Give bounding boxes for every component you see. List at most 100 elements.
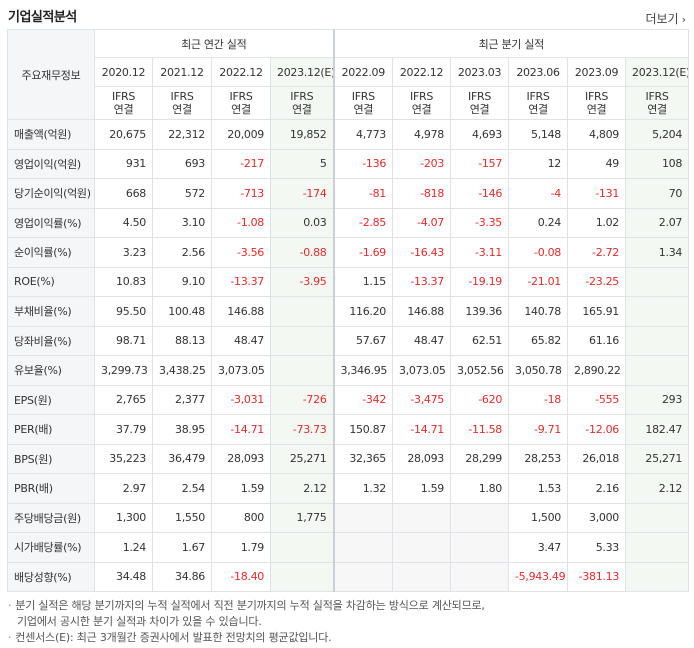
basis-header: IFRS 연결: [450, 86, 510, 120]
table-cell: -73.73: [269, 414, 335, 445]
table-cell: 668: [94, 178, 153, 209]
table-cell: 2,377: [152, 384, 212, 415]
quarter-header: 최근 분기 실적: [333, 29, 690, 58]
table-cell: 95.50: [94, 296, 153, 327]
table-cell: [625, 325, 690, 356]
table-cell: 2.54: [152, 473, 212, 504]
table-row: 시가배당률(%) 1.24 1.67 1.79 3.47 5.33: [7, 532, 690, 563]
table-cell: -157: [450, 148, 510, 179]
basis-standard: IFRS: [645, 90, 669, 103]
basis-consolidation: 연결: [469, 103, 490, 116]
basis-header: IFRS 연결: [625, 86, 690, 120]
table-cell: 19,852: [269, 119, 335, 150]
table-cell: 34.86: [152, 561, 212, 592]
table-cell: -0.88: [269, 237, 335, 268]
table-cell: 2.97: [94, 473, 153, 504]
table-cell: -1.69: [333, 237, 394, 268]
period-header: 2023.12(E): [625, 57, 690, 87]
basis-standard: IFRS: [410, 90, 434, 103]
period-header: 2023.06: [508, 57, 569, 87]
basis-consolidation: 연결: [411, 103, 432, 116]
period-group-header-row: 주요재무정보 최근 연간 실적 최근 분기 실적: [7, 29, 690, 120]
table-cell: -726: [269, 384, 335, 415]
table-row: 주당배당금(원) 1,300 1,550 800 1,775 1,500 3,000: [7, 502, 690, 533]
row-label: 영업이익률(%): [7, 207, 95, 238]
table-cell: -620: [450, 384, 510, 415]
table-cell: 3,346.95: [333, 355, 394, 386]
table-cell: 1.24: [94, 532, 153, 563]
table-cell: [625, 266, 690, 297]
basis-consolidation: 연결: [113, 103, 134, 116]
table-cell: [625, 296, 690, 327]
table-cell: -342: [333, 384, 394, 415]
table-cell: 35,223: [94, 443, 153, 474]
period-header: 2021.12: [152, 57, 212, 87]
row-label: 매출액(억원): [7, 119, 95, 150]
basis-consolidation: 연결: [528, 103, 548, 116]
bullet-icon: ·: [8, 599, 12, 612]
table-cell: -16.43: [392, 237, 452, 268]
row-label: 주당배당금(원): [7, 502, 95, 533]
row-label: PBR(배): [7, 473, 95, 504]
basis-standard: IFRS: [526, 90, 550, 103]
table-cell: 25,271: [625, 443, 690, 474]
table-cell: 693: [152, 148, 212, 179]
financial-table-body: 매출액(억원) 20,675 22,312 20,009 19,852 4,773 4,97…: [7, 119, 690, 592]
basis-standard: IFRS: [290, 90, 314, 103]
table-cell: 28,093: [211, 443, 271, 474]
table-cell: 28,093: [392, 443, 452, 474]
table-cell: 2,765: [94, 384, 153, 415]
bullet-icon: ·: [8, 631, 12, 644]
table-cell: -3.56: [211, 237, 271, 268]
table-cell: [392, 502, 452, 533]
table-cell: -23.25: [567, 266, 627, 297]
row-label: 배당성향(%): [7, 561, 95, 592]
table-cell: -13.37: [392, 266, 452, 297]
table-cell: 65.82: [508, 325, 569, 356]
table-cell: [269, 296, 335, 327]
table-cell: [450, 532, 510, 563]
table-cell: [333, 532, 394, 563]
table-row: 영업이익(억원) 931 693 -217 5 -136 -203 -157 12 49 108: [7, 148, 690, 179]
row-label: PER(배): [7, 414, 95, 445]
table-row: PER(배) 37.79 38.95 -14.71 -73.73 150.87 -14.71…: [7, 414, 690, 445]
table-cell: 28,253: [508, 443, 569, 474]
table-row: EPS(원) 2,765 2,377 -3,031 -726 -342 -3,475 -620…: [7, 384, 690, 415]
table-cell: 32,365: [333, 443, 394, 474]
basis-standard: IFRS: [351, 90, 375, 103]
more-link[interactable]: 더보기 ›: [645, 10, 686, 27]
table-cell: 139.36: [450, 296, 510, 327]
more-label[interactable]: 더보기: [645, 12, 679, 26]
table-cell: 38.95: [152, 414, 212, 445]
table-cell: 146.88: [211, 296, 271, 327]
table-cell: 4,693: [450, 119, 510, 150]
footnote-1-cont: 기업에서 공시한 분기 실적과 차이가 있을 수 있습니다.: [17, 615, 262, 628]
period-row: 2020.12 2021.12 2022.12 2023.12(E) 2022.09 20…: [8, 57, 690, 87]
table-cell: 4,773: [333, 119, 394, 150]
table-row: 배당성향(%) 34.48 34.86 -18.40 -5,943.49 -381.13: [7, 561, 690, 592]
table-cell: 34.48: [94, 561, 153, 592]
basis-consolidation: 연결: [586, 103, 607, 116]
table-cell: 2.12: [625, 473, 690, 504]
table-cell: 1.34: [625, 237, 690, 268]
table-cell: [269, 532, 335, 563]
table-cell: 98.71: [94, 325, 153, 356]
row-label: 당좌비율(%): [7, 325, 95, 356]
table-cell: 182.47: [625, 414, 690, 445]
table-cell: 2,890.22: [567, 355, 627, 386]
table-cell: -81: [333, 178, 394, 209]
table-cell: 3,000: [567, 502, 627, 533]
table-row: PBR(배) 2.97 2.54 1.59 2.12 1.32 1.59 1.80 1.53 2.…: [7, 473, 690, 504]
table-cell: 5: [269, 148, 335, 179]
table-cell: 2.07: [625, 207, 690, 238]
table-cell: 1,500: [508, 502, 569, 533]
table-cell: 22,312: [152, 119, 212, 150]
table-cell: 1.67: [152, 532, 212, 563]
table-cell: -11.58: [450, 414, 510, 445]
table-cell: 48.47: [392, 325, 452, 356]
table-cell: 4,809: [567, 119, 627, 150]
table-cell: [269, 355, 335, 386]
table-cell: 70: [625, 178, 690, 209]
basis-consolidation: 연결: [291, 103, 312, 116]
